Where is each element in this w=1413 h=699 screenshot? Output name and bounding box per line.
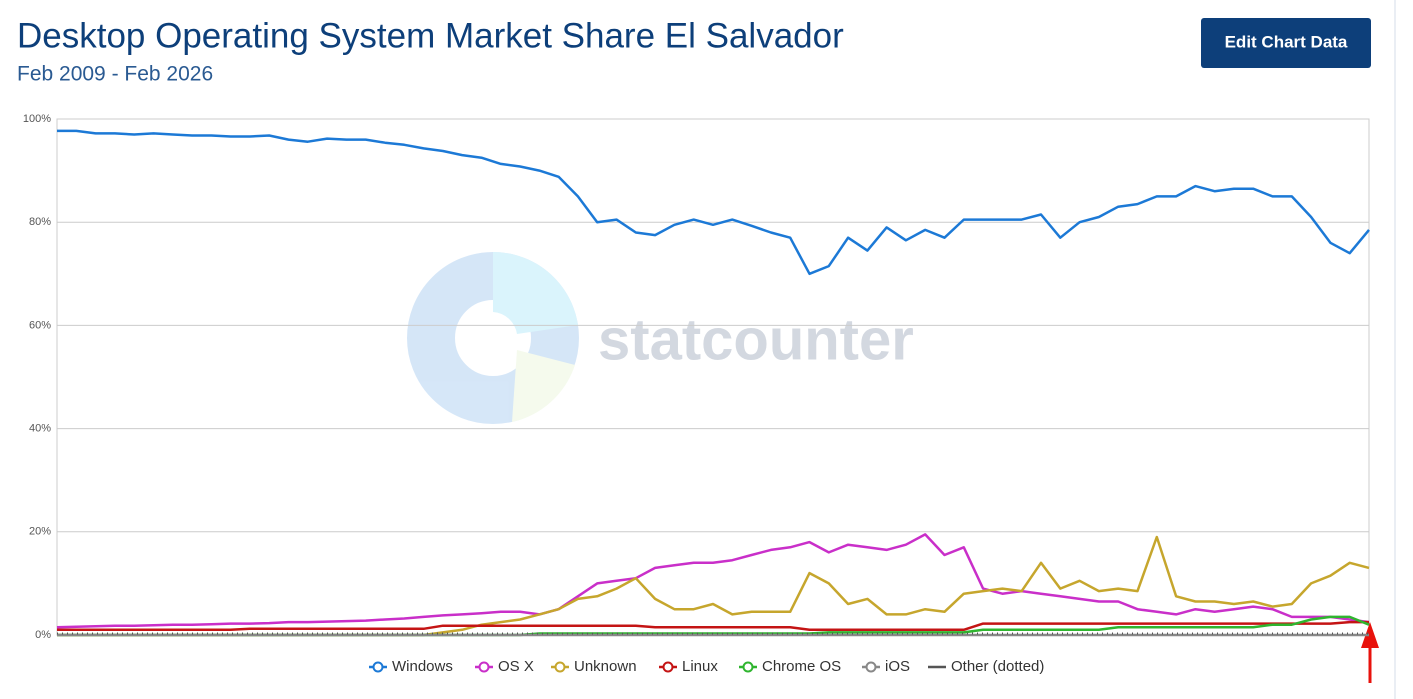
watermark-logo	[407, 252, 579, 424]
legend-item: Unknown	[551, 658, 637, 675]
legend-label: Other (dotted)	[951, 658, 1044, 675]
legend-item: Chrome OS	[739, 658, 841, 675]
arrow-head	[1361, 622, 1379, 648]
chart-title: Desktop Operating System Market Share El…	[17, 16, 844, 55]
legend-marker	[865, 661, 877, 673]
y-tick-label: 20%	[29, 526, 51, 538]
legend-item: OS X	[475, 658, 534, 675]
legend-marker	[662, 661, 674, 673]
chart-subtitle: Feb 2009 - Feb 2026	[17, 63, 213, 86]
series-line	[57, 535, 1370, 637]
y-tick-label: 40%	[29, 423, 51, 435]
red-arrow	[1361, 622, 1379, 683]
legend-item: iOS	[862, 658, 910, 675]
logo-slice	[493, 252, 578, 334]
legend-marker	[372, 661, 384, 673]
series-line	[57, 129, 1370, 276]
series-line	[57, 615, 1370, 637]
legend-label: Unknown	[574, 658, 637, 675]
legend-marker	[742, 661, 754, 673]
legend-marker	[478, 661, 490, 673]
logo-slice	[512, 350, 575, 422]
legend-marker	[554, 661, 566, 673]
y-tick-label: 100%	[23, 113, 51, 125]
edit-button[interactable]: Edit Chart Data	[1201, 18, 1371, 68]
legend-item: Windows	[369, 658, 453, 675]
legend-label: OS X	[498, 658, 534, 675]
y-tick-label: 80%	[29, 216, 51, 228]
legend-label: Windows	[392, 658, 453, 675]
y-tick-label: 0%	[35, 629, 51, 641]
legend-label: Chrome OS	[762, 658, 841, 675]
button-label[interactable]: Edit Chart Data	[1225, 32, 1348, 51]
y-tick-label: 60%	[29, 319, 51, 331]
legend-label: iOS	[885, 658, 910, 675]
legend-item: Linux	[659, 658, 718, 675]
series-line	[57, 620, 1369, 632]
legend-item: Other (dotted)	[928, 658, 1044, 675]
series-line	[56, 533, 1370, 629]
button-bg[interactable]	[1201, 18, 1371, 68]
legend-label: Linux	[682, 658, 718, 675]
watermark: statcounter	[598, 307, 914, 372]
logo-ring	[407, 252, 579, 424]
